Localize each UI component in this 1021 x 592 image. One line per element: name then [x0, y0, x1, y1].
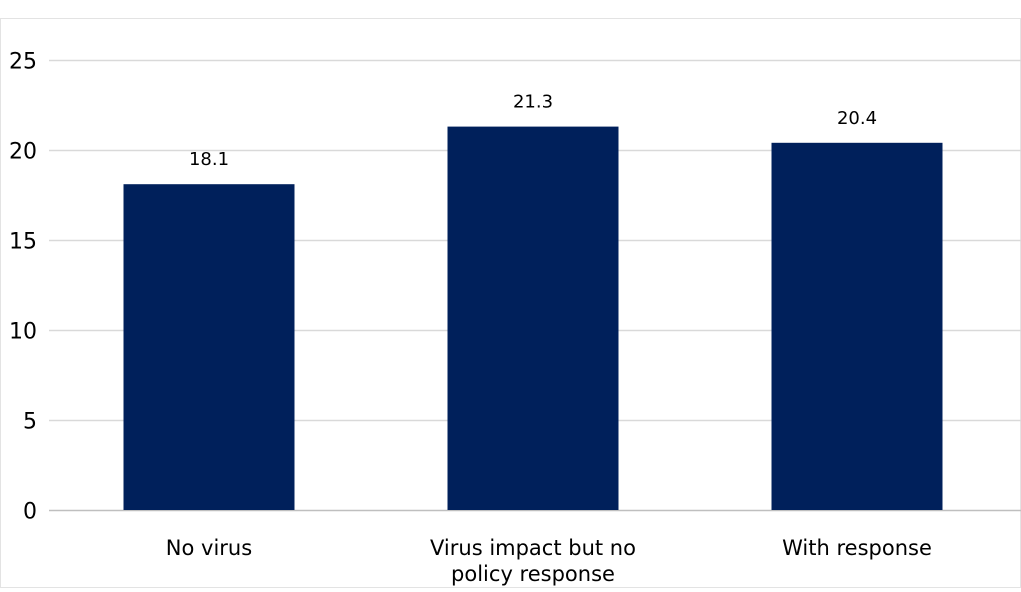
- y-tick-label: 20: [9, 140, 37, 165]
- y-tick-label: 10: [9, 320, 37, 345]
- x-tick-label-line: With response: [782, 536, 932, 560]
- x-tick-label-line: policy response: [451, 562, 615, 586]
- x-tick-label-line: No virus: [166, 536, 252, 560]
- y-tick-label: 0: [23, 500, 37, 525]
- y-tick-label: 5: [23, 410, 37, 435]
- data-label: 21.3: [513, 92, 553, 113]
- x-tick-label: Virus impact but no policy response: [430, 536, 636, 586]
- bars: [123, 126, 943, 511]
- bar: [447, 126, 619, 510]
- x-tick-label-line: Virus impact but no: [430, 536, 636, 560]
- y-tick-label: 15: [9, 230, 37, 255]
- bar: [123, 184, 295, 510]
- x-tick-label: No virus: [166, 536, 252, 560]
- y-tick-label: 25: [9, 50, 37, 75]
- bar: [771, 142, 943, 511]
- data-label: 20.4: [837, 108, 877, 129]
- data-label: 18.1: [189, 149, 229, 170]
- labels: 0 5 10 15 20 25 18.1 No virus 21.3 Virus impact b…: [9, 50, 932, 587]
- x-tick-label: With response: [782, 536, 932, 560]
